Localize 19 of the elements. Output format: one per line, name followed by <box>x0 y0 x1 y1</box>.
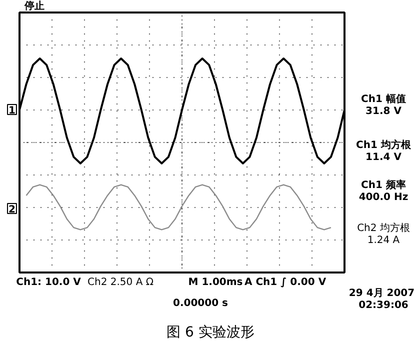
text: Ch2 2.50 A Ω <box>88 277 154 288</box>
text: 02:39:06 <box>358 300 408 311</box>
text: 0.00000 s <box>173 298 228 309</box>
text: Ch2 均方根 <box>357 222 410 234</box>
text: 29 4月 2007 <box>348 288 415 299</box>
text: 400.0 Hz <box>358 192 408 203</box>
text: 31.8 V <box>366 106 402 117</box>
text: 1.24 A <box>367 235 400 246</box>
text: Ch1 均方根 <box>356 139 412 151</box>
text: Ch1 频率 <box>361 179 406 191</box>
text: M 1.00ms <box>188 277 243 288</box>
text: 停止 <box>24 0 44 12</box>
text: A Ch1 ∫ 0.00 V <box>244 277 326 288</box>
text: Ch1: 10.0 V <box>16 277 82 288</box>
text: 2 <box>8 204 16 216</box>
text: Ch1 幅值 <box>361 93 406 105</box>
text: 11.4 V <box>366 152 402 163</box>
text: 1 <box>8 106 16 116</box>
text: 图 6 实验波形 <box>166 324 254 340</box>
